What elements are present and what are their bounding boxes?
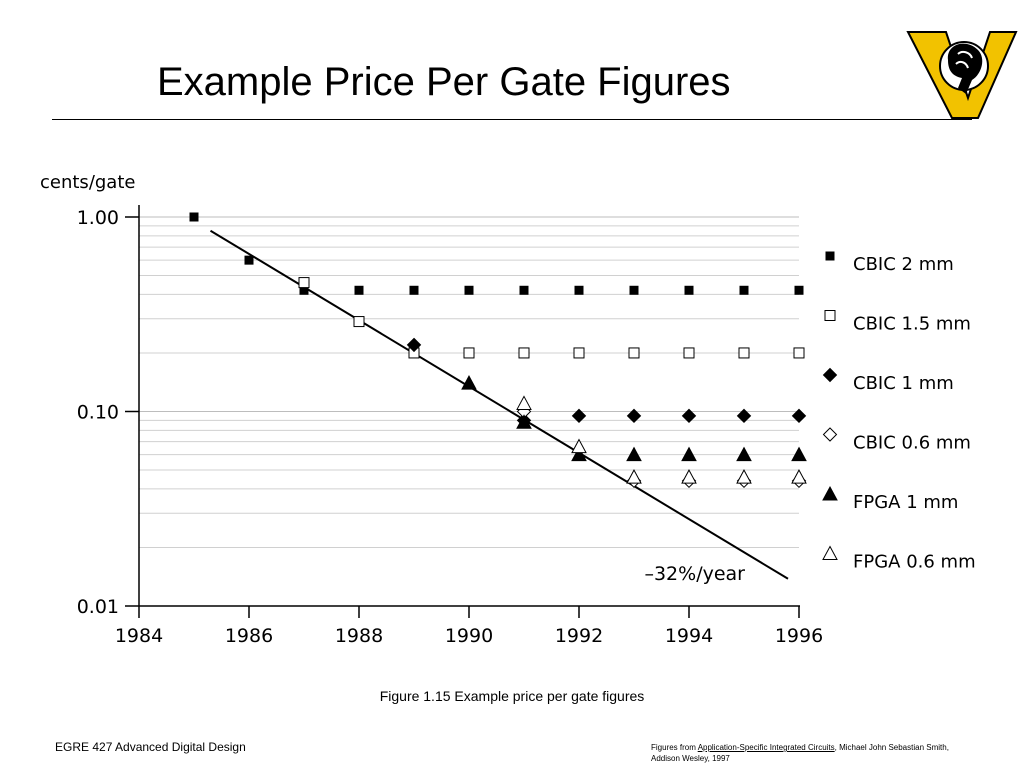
data-point — [518, 347, 530, 359]
x-tick-label: 1988 — [335, 625, 383, 647]
y-tick-label: 0.10 — [77, 402, 119, 424]
data-point — [626, 469, 642, 484]
legend-marker — [822, 427, 838, 442]
data-point — [464, 285, 474, 295]
figure-caption: Figure 1.15 Example price per gate figur… — [379, 688, 645, 704]
data-point — [793, 347, 805, 359]
legend-label: CBIC 0.6 mm — [853, 433, 971, 454]
legend-marker — [822, 367, 838, 383]
grid-lines — [139, 216, 799, 607]
data-point — [739, 285, 749, 295]
legend-label: CBIC 2 mm — [853, 254, 954, 275]
x-tick-label: 1990 — [445, 625, 493, 647]
trend-line-label: –32%/year — [644, 563, 745, 585]
data-point — [574, 285, 584, 295]
data-point — [571, 446, 587, 462]
citation-link[interactable]: Application-Specific Integrated Circuits — [697, 743, 835, 752]
data-point — [736, 446, 752, 462]
data-point — [354, 285, 364, 295]
course-footer: EGRE 427 Advanced Digital Design — [55, 740, 246, 754]
y-axis-label: cents/gate — [40, 172, 135, 193]
data-point — [516, 395, 532, 410]
data-point — [629, 285, 639, 295]
data-point — [736, 408, 752, 424]
legend-label: CBIC 1 mm — [853, 373, 954, 394]
data-point — [189, 212, 199, 222]
data-point — [519, 285, 529, 295]
legend-marker — [824, 310, 836, 321]
legend-marker — [822, 545, 838, 560]
data-point — [573, 347, 585, 359]
data-point — [736, 469, 752, 484]
data-point — [791, 446, 807, 462]
slide-title: Example Price Per Gate Figures — [157, 60, 731, 104]
x-tick-label: 1984 — [115, 625, 163, 647]
y-tick-label: 1.00 — [77, 207, 119, 229]
data-point — [683, 347, 695, 359]
legend-marker — [825, 251, 835, 261]
legend-label: CBIC 1.5 mm — [853, 314, 971, 335]
ram-logo-icon — [906, 31, 1018, 119]
data-point — [461, 375, 477, 390]
citation-prefix: Figures from — [651, 743, 698, 752]
data-point — [463, 347, 475, 359]
data-point — [794, 285, 804, 295]
data-point — [791, 408, 807, 424]
trend-line — [209, 229, 789, 580]
data-point — [406, 337, 422, 353]
x-tick-label: 1986 — [225, 625, 273, 647]
legend-label: FPGA 0.6 mm — [853, 552, 976, 573]
data-point — [626, 408, 642, 424]
data-point — [626, 446, 642, 462]
trend-line-group: –32%/year — [209, 229, 789, 585]
data-point — [628, 347, 640, 359]
source-citation: Figures from Application-Specific Integr… — [651, 742, 971, 764]
data-point — [244, 255, 254, 265]
data-point — [681, 446, 697, 462]
y-tick-label: 0.01 — [77, 596, 119, 618]
data-point — [571, 408, 587, 424]
data-point — [681, 408, 697, 424]
data-points — [189, 212, 807, 489]
citation-suffix: , Michael John Sebastian Smith, Addison … — [651, 743, 949, 763]
tick-labels: 1.00 0.10 0.01 1984 1986 1988 1990 1992 1994 1996 — [77, 207, 823, 647]
title-divider — [52, 119, 972, 120]
data-point — [516, 414, 532, 429]
data-point — [353, 316, 365, 328]
data-point — [684, 285, 694, 295]
legend-label: FPGA 1 mm — [853, 492, 958, 513]
data-point — [738, 347, 750, 359]
data-point — [409, 285, 419, 295]
data-point — [298, 277, 310, 289]
x-tick-label: 1992 — [555, 625, 603, 647]
data-point — [571, 438, 587, 454]
x-tick-label: 1994 — [665, 625, 713, 647]
legend: CBIC 2 mm CBIC 1.5 mm CBIC 1 mm CBIC 0.6 mm… — [822, 251, 976, 573]
data-point — [681, 469, 697, 484]
x-tick-label: 1996 — [775, 625, 823, 647]
data-point — [791, 469, 807, 484]
axes: cents/gate — [40, 172, 800, 607]
legend-marker — [822, 485, 838, 501]
